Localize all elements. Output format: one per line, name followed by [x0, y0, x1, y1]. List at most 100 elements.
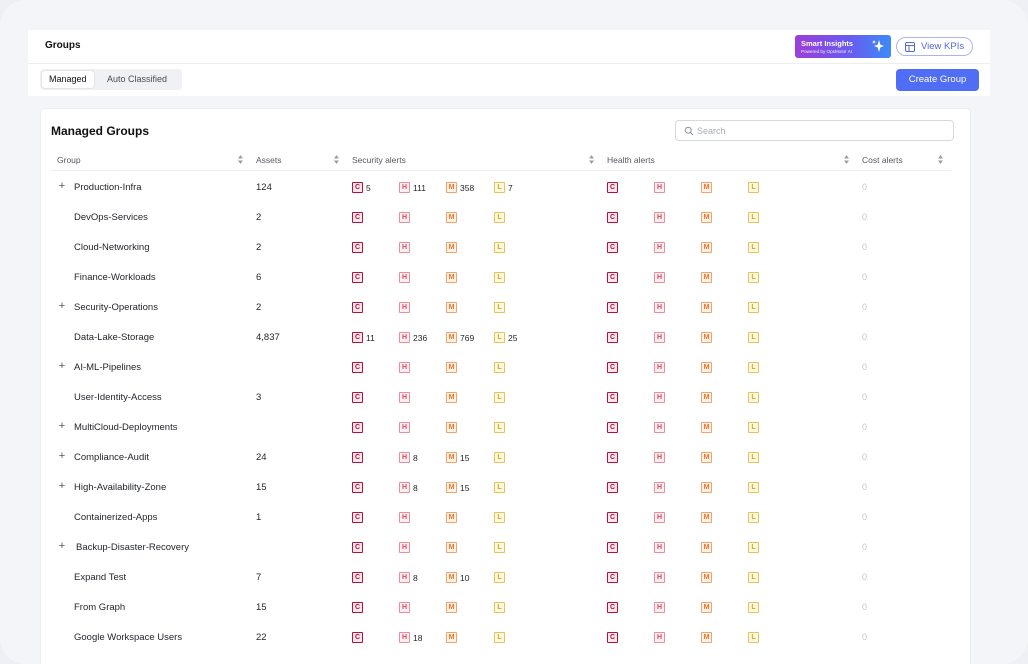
group-name[interactable]: DevOps-Services — [74, 212, 148, 223]
smart-insights-button[interactable]: Smart Insights Powered by OpsMotor AI — [795, 35, 891, 58]
security-m-badge: M — [446, 332, 457, 343]
table-row[interactable]: + High-Availability-Zone 15 C H 8 M 15 L C H M L 0 — [41, 473, 970, 503]
table-row[interactable]: + Production-Infra 124 C 5 H 111 M 358 L 7 C H M L 0 — [41, 173, 970, 203]
health-h-badge: H — [654, 392, 665, 403]
group-name[interactable]: Backup-Disaster-Recovery — [76, 542, 189, 553]
expand-icon[interactable]: + — [58, 180, 66, 192]
sort-icon[interactable] — [237, 154, 244, 165]
group-name[interactable]: Security-Operations — [74, 302, 158, 313]
expand-icon[interactable]: + — [58, 300, 66, 312]
group-name[interactable]: Containerized-Apps — [74, 512, 158, 523]
cost-alert-count: 0 — [862, 632, 868, 642]
health-c-badge: C — [607, 302, 618, 313]
expand-icon[interactable]: + — [58, 540, 66, 552]
security-m-badge: M — [446, 602, 457, 613]
security-l-badge: L — [494, 392, 505, 403]
group-name[interactable]: AI-ML-Pipelines — [74, 362, 142, 373]
tab-auto-classified[interactable]: Auto Classified — [107, 74, 168, 84]
table-row[interactable]: From Graph 15 C H M L C H M L 0 — [41, 593, 970, 623]
security-m-count: 15 — [460, 483, 470, 493]
health-l-badge: L — [748, 572, 759, 583]
table-row[interactable]: Data-Lake-Storage 4,837 C 11 H 236 M 769 L 25 C H M L… — [41, 323, 970, 353]
group-name[interactable]: User-Identity-Access — [74, 392, 162, 403]
security-h-badge: H — [399, 182, 410, 193]
health-c-badge: C — [607, 572, 618, 583]
security-c-badge: C — [352, 512, 363, 523]
sort-icon[interactable] — [333, 154, 340, 165]
create-group-button[interactable]: Create Group — [896, 69, 979, 91]
column-header-health-alerts[interactable]: Health alerts — [607, 155, 655, 165]
table-row[interactable]: Containerized-Apps 1 C H M L C H M L 0 — [41, 503, 970, 533]
expand-icon[interactable]: + — [58, 450, 66, 462]
search-input[interactable] — [697, 124, 937, 138]
cost-alert-count: 0 — [862, 512, 868, 522]
security-h-badge: H — [399, 602, 410, 613]
table-row[interactable]: Cloud-Networking 2 C H M L C H M L 0 — [41, 233, 970, 263]
security-h-count: 236 — [413, 333, 428, 343]
group-name[interactable]: Data-Lake-Storage — [74, 332, 155, 343]
security-m-badge: M — [446, 302, 457, 313]
expand-icon[interactable]: + — [58, 480, 66, 492]
column-header-security-alerts[interactable]: Security alerts — [352, 155, 406, 165]
health-c-badge: C — [607, 182, 618, 193]
sort-icon[interactable] — [843, 154, 850, 165]
security-m-badge: M — [446, 242, 457, 253]
security-c-badge: C — [352, 392, 363, 403]
expand-icon[interactable]: + — [58, 360, 66, 372]
health-m-badge: M — [701, 272, 712, 283]
group-name[interactable]: MultiCloud-Deployments — [74, 422, 178, 433]
sort-icon[interactable] — [588, 154, 595, 165]
expand-icon[interactable]: + — [58, 420, 66, 432]
security-h-badge: H — [399, 392, 410, 403]
group-name[interactable]: Google Workspace Users — [74, 632, 183, 643]
security-m-badge: M — [446, 482, 457, 493]
health-h-badge: H — [654, 512, 665, 523]
health-m-badge: M — [701, 512, 712, 523]
group-name[interactable]: High-Availability-Zone — [74, 482, 167, 493]
table-row[interactable]: Google Workspace Users 22 C H 18 M L C H M L 0 — [41, 623, 970, 653]
view-kpis-button[interactable]: View KPIs — [896, 37, 973, 56]
table-row[interactable]: + Security-Operations 2 C H M L C H M L 0 — [41, 293, 970, 323]
security-h-count: 18 — [413, 633, 423, 643]
group-name[interactable]: From Graph — [74, 602, 126, 613]
table-row[interactable]: + Backup-Disaster-Recovery C H M L C H M L 0 — [41, 533, 970, 563]
column-header-cost-alerts[interactable]: Cost alerts — [862, 155, 903, 165]
table-row[interactable]: DevOps-Services 2 C H M L C H M L 0 — [41, 203, 970, 233]
security-c-badge: C — [352, 482, 363, 493]
column-header-group[interactable]: Group — [57, 155, 81, 165]
security-c-badge: C — [352, 632, 363, 643]
security-c-badge: C — [352, 182, 363, 193]
security-c-badge: C — [352, 272, 363, 283]
security-m-badge: M — [446, 362, 457, 373]
security-l-badge: L — [494, 602, 505, 613]
group-name[interactable]: Production-Infra — [74, 182, 142, 193]
table-row[interactable]: + Compliance-Audit 24 C H 8 M 15 L C H M L 0 — [41, 443, 970, 473]
search-box[interactable] — [675, 120, 954, 141]
asset-count: 7 — [256, 572, 262, 583]
health-c-badge: C — [607, 272, 618, 283]
tab-managed[interactable]: Managed — [42, 71, 94, 88]
health-h-badge: H — [654, 452, 665, 463]
group-name[interactable]: Finance-Workloads — [74, 272, 156, 283]
security-c-badge: C — [352, 572, 363, 583]
health-l-badge: L — [748, 272, 759, 283]
security-l-count: 25 — [508, 333, 518, 343]
table-row[interactable]: + AI-ML-Pipelines C H M L C H M L 0 — [41, 353, 970, 383]
table-row[interactable]: User-Identity-Access 3 C H M L C H M L 0 — [41, 383, 970, 413]
security-l-count: 7 — [508, 183, 513, 193]
sort-icon[interactable] — [937, 154, 944, 165]
group-name[interactable]: Cloud-Networking — [74, 242, 150, 253]
column-header-assets[interactable]: Assets — [256, 155, 282, 165]
security-m-count: 769 — [460, 333, 475, 343]
health-m-badge: M — [701, 602, 712, 613]
group-name[interactable]: Compliance-Audit — [74, 452, 149, 463]
asset-count: 1 — [256, 512, 262, 523]
table-row[interactable]: + MultiCloud-Deployments C H M L C H M L 0 — [41, 413, 970, 443]
asset-count: 124 — [256, 182, 272, 193]
asset-count: 6 — [256, 272, 262, 283]
group-name[interactable]: Expand Test — [74, 572, 127, 583]
health-c-badge: C — [607, 422, 618, 433]
table-row[interactable]: Finance-Workloads 6 C H M L C H M L 0 — [41, 263, 970, 293]
table-row[interactable]: Expand Test 7 C H 8 M 10 L C H M L 0 — [41, 563, 970, 593]
